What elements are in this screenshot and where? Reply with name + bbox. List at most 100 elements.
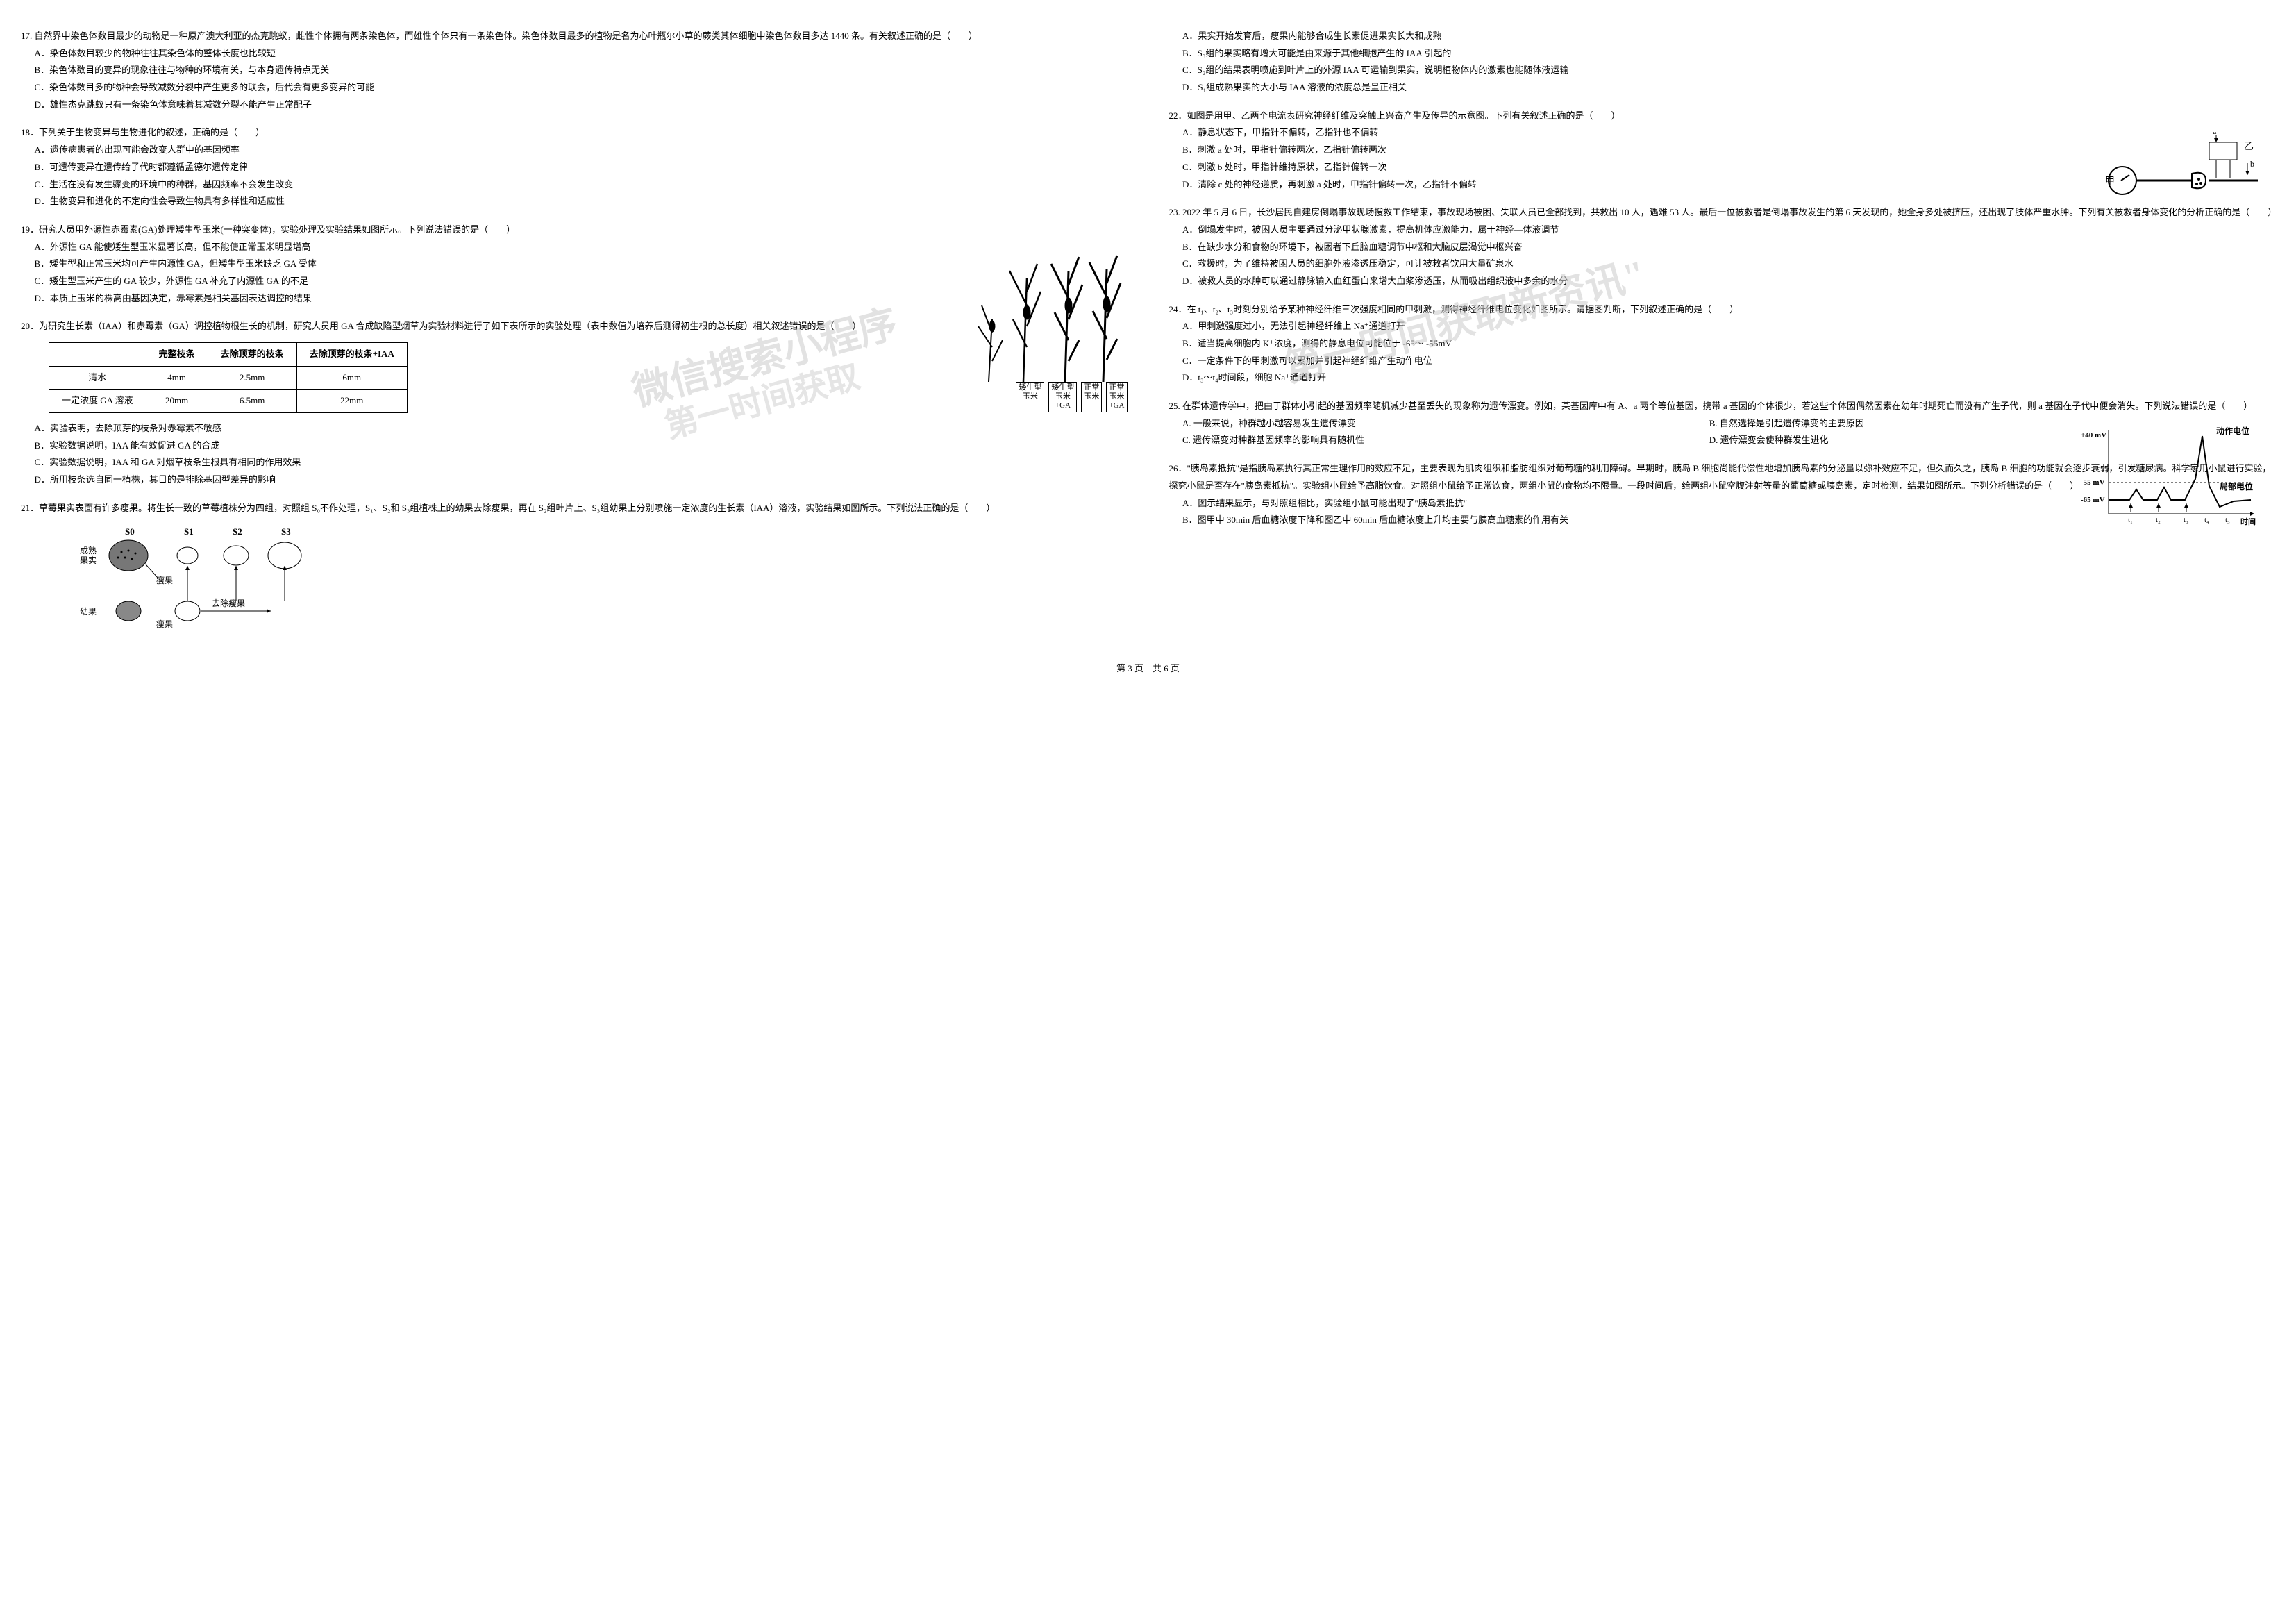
r0c2: 2.5mm bbox=[208, 366, 296, 390]
q24-stem: 24．在 t₁、t₂、t₃时刻分别给予某种神经纤维三次强度相同的甲刺激，测得神经… bbox=[1169, 301, 2088, 319]
question-24: 24．在 t₁、t₂、t₃时刻分别给予某种神经纤维三次强度相同的甲刺激，测得神经… bbox=[1169, 301, 2276, 387]
q20-opt-d: D．所用枝条选自同一植株，其目的是排除基因型差异的影响 bbox=[35, 471, 1128, 489]
r1c2: 6.5mm bbox=[208, 390, 296, 413]
q20-table: 完整枝条 去除顶芽的枝条 去除顶芽的枝条+IAA 清水 4mm 2.5mm 6m… bbox=[49, 342, 1128, 413]
question-17: 17. 自然界中染色体数目最少的动物是一种原产澳大利亚的杰克跳蚁，雌性个体拥有两… bbox=[21, 28, 1128, 113]
lbl-vn55: -55 mV bbox=[2081, 478, 2105, 487]
question-20: 20．为研究生长素（IAA）和赤霉素（GA）调控植物根生长的机制，研究人员用 G… bbox=[21, 318, 1128, 489]
q20-stem: 20．为研究生长素（IAA）和赤霉素（GA）调控植物根生长的机制，研究人员用 G… bbox=[21, 318, 1128, 335]
q17-opt-a: A．染色体数目较少的物种往往其染色体的整体长度也比较短 bbox=[35, 45, 1128, 62]
th-1: 完整枝条 bbox=[146, 343, 208, 367]
q20-opt-a: A．实验表明，去除顶芽的枝条对赤霉素不敏感 bbox=[35, 420, 1128, 437]
strawberry-figure: S0 S1 S2 S3 成熟 果实 bbox=[76, 524, 326, 628]
lbl-t3: t₃ bbox=[2184, 516, 2188, 524]
plant-label-0: 矮生型玉米 bbox=[1016, 382, 1044, 412]
plant-label-2: 正常玉米 bbox=[1081, 382, 1102, 412]
q18-opt-b: B．可遗传变异在遗传给子代时都遵循孟德尔遗传定律 bbox=[35, 159, 1128, 176]
q24-opt-b: B．适当提高细胞内 K⁺浓度，测得的静息电位可能位于 -65～ -55mV bbox=[1182, 335, 2088, 353]
lbl-young: 幼果 bbox=[80, 607, 97, 617]
q17-opt-b: B．染色体数目的变异的现象往往与物种的环境有关，与本身遗传特点无关 bbox=[35, 62, 1128, 79]
q22-opt-c: C．刺激 b 处时，甲指针维持原状，乙指针偏转一次 bbox=[1182, 159, 2109, 176]
th-2: 去除顶芽的枝条 bbox=[208, 343, 296, 367]
q23-opt-a: A．倒塌发生时，被困人员主要通过分泌甲状腺激素，提高机体应激能力，属于神经—体液… bbox=[1182, 221, 2275, 239]
lbl-jia: 甲 bbox=[2105, 176, 2115, 187]
q22-opt-a: A．静息状态下，甲指针不偏转，乙指针也不偏转 bbox=[1182, 124, 2109, 142]
plant-label-1: 矮生型玉米+GA bbox=[1048, 382, 1077, 412]
lbl-vn65: -65 mV bbox=[2081, 496, 2105, 504]
page-footer: 第 3 页 共 6 页 bbox=[21, 660, 2275, 678]
th-0 bbox=[49, 343, 146, 367]
r1c1: 20mm bbox=[146, 390, 208, 413]
plant-label-3: 正常玉米+GA bbox=[1106, 382, 1127, 412]
q22-opt-d: D．清除 c 处的神经递质，再刺激 a 处时，甲指针偏转一次，乙指针不偏转 bbox=[1182, 176, 2109, 194]
lbl-s0: S0 bbox=[125, 526, 135, 537]
lbl-t1: t₁ bbox=[2128, 516, 2133, 524]
q24-opt-c: C．一定条件下的甲刺激可以累加并引起神经纤维产生动作电位 bbox=[1182, 353, 2088, 370]
lbl-rp: 局部电位 bbox=[2220, 481, 2253, 492]
q21-opt-d: D．S₁组成熟果实的大小与 IAA 溶液的浓度总是呈正相关 bbox=[1182, 79, 2275, 97]
q21-opt-a: A．果实开始发育后，瘦果内能够合成生长素促进果实长大和成熟 bbox=[1182, 28, 2275, 45]
q25-opt-a: A. 一般来说，种群越小越容易发生遗传漂变 bbox=[1182, 415, 1707, 433]
lbl-s3: S3 bbox=[281, 526, 291, 537]
q18-opt-c: C．生活在没有发生骤变的环境中的种群，基因频率不会发生改变 bbox=[35, 176, 1128, 194]
q18-stem: 18．下列关于生物变异与生物进化的叙述，正确的是（ ） bbox=[21, 124, 1128, 142]
lbl-t2: t₂ bbox=[2156, 516, 2161, 524]
q25-stem: 25. 在群体遗传学中，把由于群体小引起的基因频率随机减少甚至丢失的现象称为遗传… bbox=[1169, 398, 2276, 415]
corn-plant-figure bbox=[975, 250, 1128, 389]
neuron-figure: 甲 乙 a b bbox=[2102, 132, 2261, 215]
lbl-t5: t₅ bbox=[2225, 516, 2230, 524]
question-21: 21．草莓果实表面有许多瘦果。将生长一致的草莓植株分为四组，对照组 S₀不作处理… bbox=[21, 500, 1128, 628]
lbl-s1: S1 bbox=[184, 526, 194, 537]
q19-opt-a: A．外源性 GA 能使矮生型玉米显著长高，但不能使正常玉米明显增高 bbox=[35, 239, 968, 256]
q17-opt-c: C．染色体数目多的物种会导致减数分裂中产生更多的联会，后代会有更多变异的可能 bbox=[35, 79, 1128, 97]
page-container: 17. 自然界中染色体数目最少的动物是一种原产澳大利亚的杰克跳蚁，雌性个体拥有两… bbox=[21, 28, 2275, 639]
lbl-a: a bbox=[2213, 132, 2217, 136]
q18-opt-a: A．遗传病患者的出现可能会改变人群中的基因频率 bbox=[35, 142, 1128, 159]
q23-opt-b: B．在缺少水分和食物的环境下，被困者下丘脑血糖调节中枢和大脑皮层渴觉中枢兴奋 bbox=[1182, 239, 2275, 256]
lbl-b: b bbox=[2250, 159, 2254, 169]
question-21-opts: A．果实开始发育后，瘦果内能够合成生长素促进果实长大和成熟 B．S₃组的果实略有… bbox=[1169, 28, 2276, 97]
q22-opt-b: B．刺激 a 处时，甲指针偏转两次，乙指针偏转两次 bbox=[1182, 142, 2109, 159]
svg-text:果实: 果实 bbox=[80, 555, 97, 565]
q17-opt-d: D．雄性杰克跳蚁只有一条染色体意味着其减数分裂不能产生正常配子 bbox=[35, 97, 1128, 114]
question-23: 23. 2022 年 5 月 6 日，长沙居民自建房倒塌事故现场搜救工作结束，事… bbox=[1169, 204, 2276, 290]
lbl-v40: +40 mV bbox=[2081, 431, 2106, 440]
right-column: A．果实开始发育后，瘦果内能够合成生长素促进果实长大和成熟 B．S₃组的果实略有… bbox=[1169, 28, 2276, 639]
q18-opt-d: D．生物变异和进化的不定向性会导致生物具有多样性和适应性 bbox=[35, 193, 1128, 210]
lbl-mature: 成熟 bbox=[80, 545, 97, 555]
q19-opt-d: D．本质上玉米的株高由基因决定，赤霉素是相关基因表达调控的结果 bbox=[35, 290, 968, 308]
q23-opt-d: D．被救人员的水肿可以通过静脉输入血红蛋白来增大血浆渗透压，从而吸出组织液中多余… bbox=[1182, 273, 2275, 290]
lbl-arrow: 去除瘦果 bbox=[212, 598, 245, 608]
question-18: 18．下列关于生物变异与生物进化的叙述，正确的是（ ） A．遗传病患者的出现可能… bbox=[21, 124, 1128, 210]
r1c0: 一定浓度 GA 溶液 bbox=[49, 390, 146, 413]
lbl-thin: 瘦果 bbox=[156, 575, 173, 585]
svg-text:瘦果: 瘦果 bbox=[156, 619, 173, 628]
q21-opt-c: C．S₂组的结果表明喷施到叶片上的外源 IAA 可运输到果实，说明植物体内的激素… bbox=[1182, 62, 2275, 79]
q25-opt-c: C. 遗传漂变对种群基因频率的影响具有随机性 bbox=[1182, 432, 1707, 449]
lbl-s2: S2 bbox=[233, 526, 242, 537]
th-3: 去除顶芽的枝条+IAA bbox=[296, 343, 407, 367]
left-column: 17. 自然界中染色体数目最少的动物是一种原产澳大利亚的杰克跳蚁，雌性个体拥有两… bbox=[21, 28, 1128, 639]
r0c0: 清水 bbox=[49, 366, 146, 390]
q22-stem: 22．如图是用甲、乙两个电流表研究神经纤维及突触上兴奋产生及传导的示意图。下列有… bbox=[1169, 108, 2109, 125]
lbl-yi: 乙 bbox=[2244, 141, 2254, 152]
q17-stem: 17. 自然界中染色体数目最少的动物是一种原产澳大利亚的杰克跳蚁，雌性个体拥有两… bbox=[21, 28, 1128, 45]
q19-opt-c: C．矮生型玉米产生的 GA 较少，外源性 GA 补充了内源性 GA 的不足 bbox=[35, 273, 968, 290]
q20-opt-b: B．实验数据说明，IAA 能有效促进 GA 的合成 bbox=[35, 437, 1128, 455]
r1c3: 22mm bbox=[296, 390, 407, 413]
q24-opt-a: A．甲刺激强度过小，无法引起神经纤维上 Na⁺通道打开 bbox=[1182, 318, 2088, 335]
lbl-t4: t₄ bbox=[2204, 516, 2209, 524]
question-19: 19．研究人员用外源性赤霉素(GA)处理矮生型玉米(一种突变体)，实验处理及实验… bbox=[21, 221, 1128, 307]
lbl-time: 时间 bbox=[2240, 517, 2256, 526]
q19-opt-b: B．矮生型和正常玉米均可产生内源性 GA，但矮生型玉米缺乏 GA 受体 bbox=[35, 256, 968, 273]
plant-labels-row: 矮生型玉米 矮生型玉米+GA 正常玉米 正常玉米+GA bbox=[1016, 382, 1127, 412]
r0c1: 4mm bbox=[146, 366, 208, 390]
q24-opt-d: D．t₃～t₄时间段，细胞 Na⁺通道打开 bbox=[1182, 369, 2088, 387]
r0c3: 6mm bbox=[296, 366, 407, 390]
q19-stem: 19．研究人员用外源性赤霉素(GA)处理矮生型玉米(一种突变体)，实验处理及实验… bbox=[21, 221, 968, 239]
lbl-ap: 动作电位 bbox=[2216, 426, 2249, 436]
q21-opt-b: B．S₃组的果实略有增大可能是由来源于其他细胞产生的 IAA 引起的 bbox=[1182, 45, 2275, 62]
q20-opt-c: C．实验数据说明，IAA 和 GA 对烟草枝条生根具有相同的作用效果 bbox=[35, 454, 1128, 471]
q23-opt-c: C．救援时，为了维持被困人员的细胞外液渗透压稳定，可让被救者饮用大量矿泉水 bbox=[1182, 256, 2275, 273]
q21-stem: 21．草莓果实表面有许多瘦果。将生长一致的草莓植株分为四组，对照组 S₀不作处理… bbox=[21, 500, 1128, 517]
